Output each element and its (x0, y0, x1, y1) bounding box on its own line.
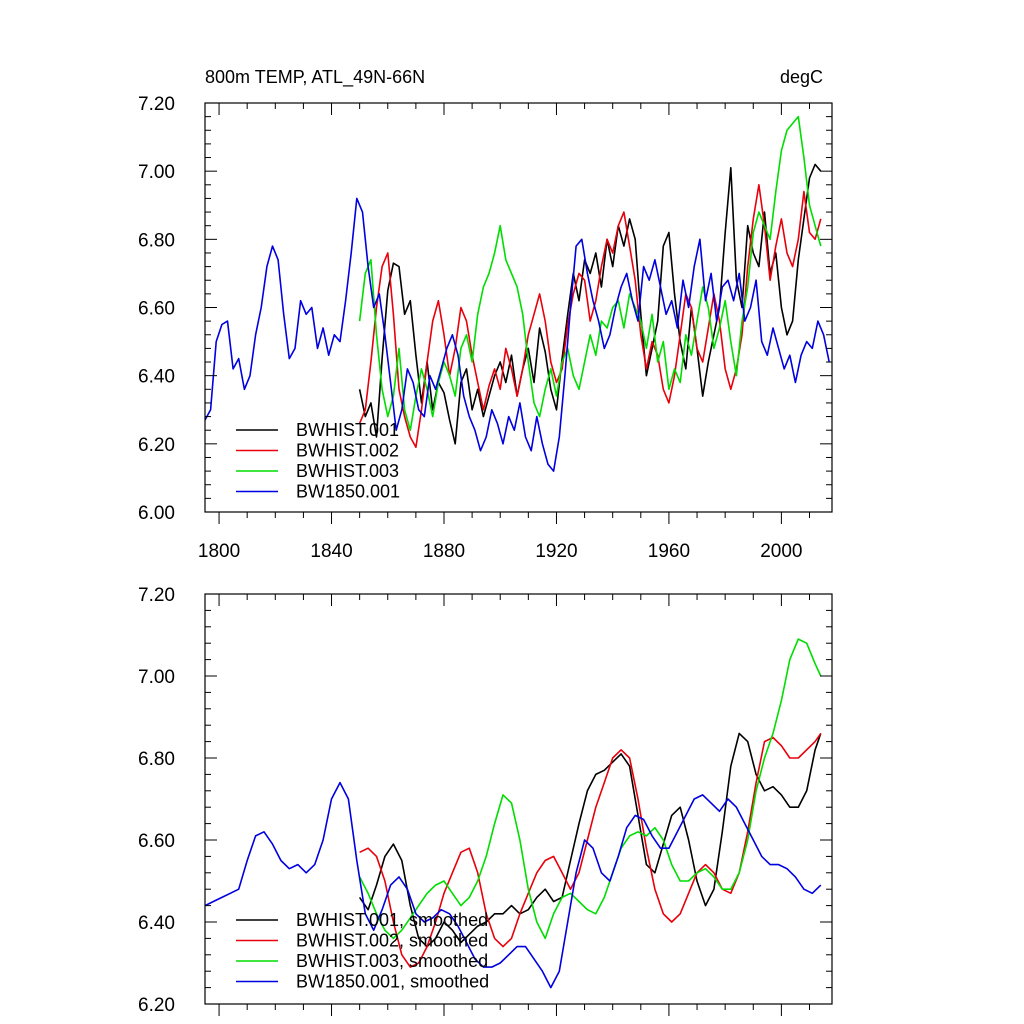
series-line-2 (358, 638, 822, 940)
x-tick-label: 1920 (535, 541, 577, 562)
series-line-0 (358, 732, 822, 948)
legend-label-1: BWHIST.002 (296, 441, 399, 461)
legend-label-0: BWHIST.001, smoothed (296, 910, 488, 930)
y-tick-label: 6.20 (138, 435, 175, 456)
y-tick-label: 6.40 (138, 367, 175, 388)
y-tick-label: 6.40 (138, 913, 175, 934)
y-tick-label: 7.20 (138, 94, 175, 115)
x-tick-label: 1960 (648, 541, 690, 562)
series-line-3 (205, 781, 822, 989)
y-tick-label: 6.20 (138, 995, 175, 1016)
y-tick-label: 7.20 (138, 585, 175, 606)
x-tick-label: 2000 (760, 541, 802, 562)
series-line-1 (358, 184, 822, 449)
y-tick-label: 6.80 (138, 749, 175, 770)
y-tick-label: 6.60 (138, 831, 175, 852)
top-panel: 800m TEMP, ATL_49N-66N degC 6.00 6.20 6.40… (138, 67, 833, 562)
x-tick-label: 1800 (198, 541, 240, 562)
x-tick-label: 1880 (423, 541, 465, 562)
y-tick-label: 7.00 (138, 667, 175, 688)
legend-label-0: BWHIST.001 (296, 420, 399, 440)
bottom-panel: 6.20 6.40 6.60 6.80 7.00 7.20 BWHIST.001, smoo… (138, 585, 833, 1016)
legend-label-2: BWHIST.003 (296, 461, 399, 481)
series-line-1 (359, 732, 822, 968)
chart-title: 800m TEMP, ATL_49N-66N (205, 67, 425, 88)
legend-label-3: BW1850.001, smoothed (296, 972, 489, 992)
y-tick-label: 6.60 (138, 299, 175, 320)
x-tick-label: 1840 (310, 541, 352, 562)
legend-label-1: BWHIST.002, smoothed (296, 931, 488, 951)
y-tick-label: 6.00 (138, 503, 175, 524)
units-label: degC (780, 67, 823, 87)
legend-label-3: BW1850.001 (296, 482, 400, 502)
series-line-3 (205, 197, 830, 472)
legend-label-2: BWHIST.003, smoothed (296, 951, 488, 971)
y-tick-label: 6.80 (138, 230, 175, 251)
plot-frame (204, 593, 833, 1005)
y-tick-label: 7.00 (138, 162, 175, 183)
